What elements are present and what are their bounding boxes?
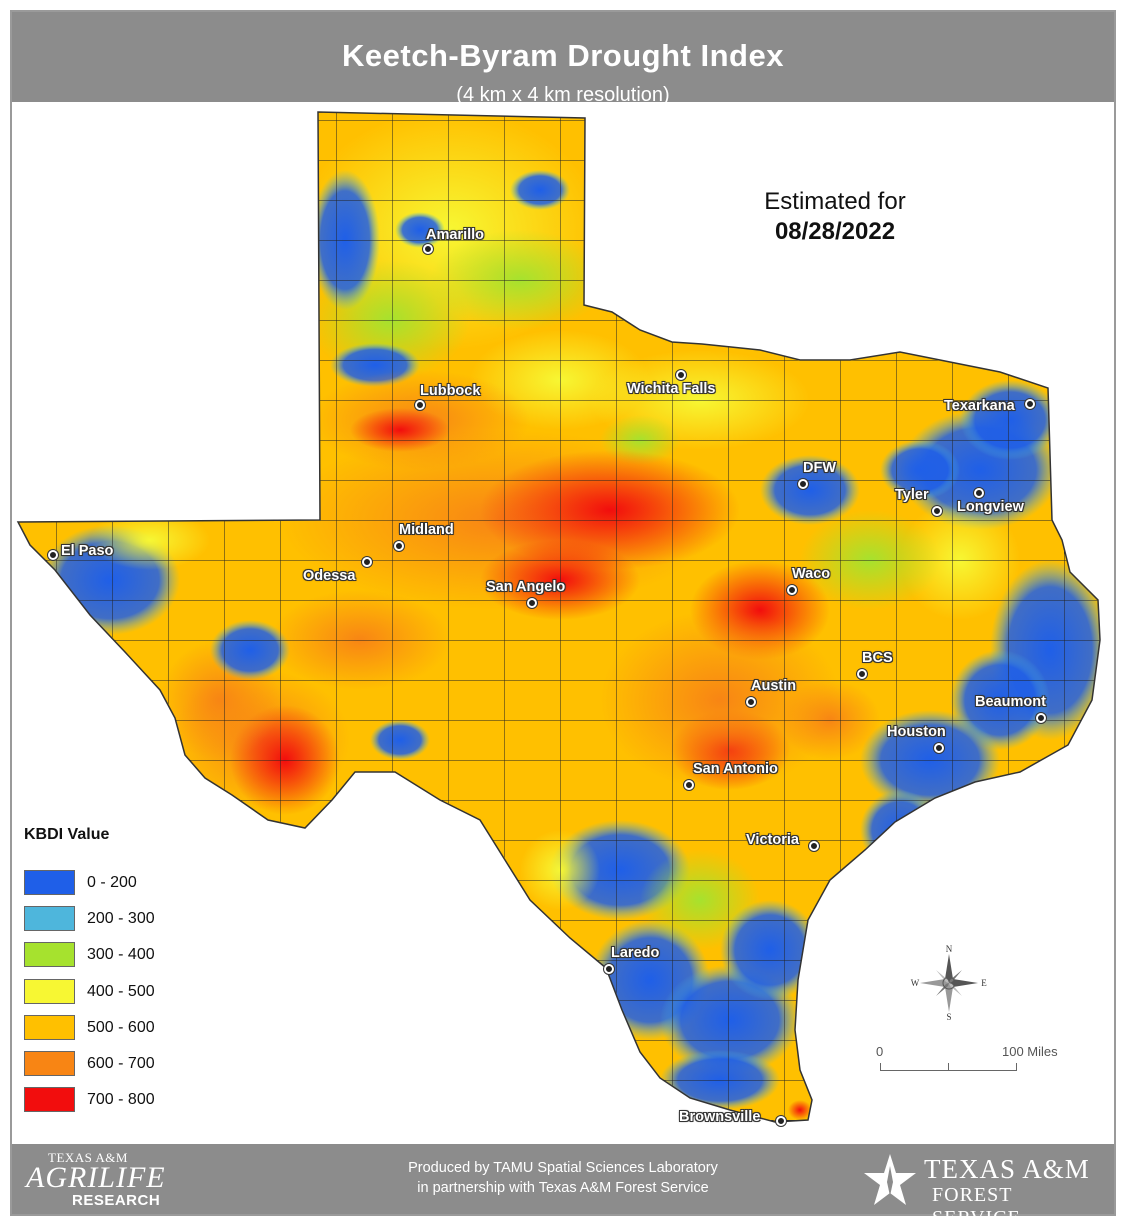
city-label: Tyler — [895, 487, 929, 503]
star-icon — [864, 1154, 916, 1205]
city-marker — [974, 488, 984, 498]
credit-line-1: Produced by TAMU Spatial Sciences Labora… — [408, 1160, 718, 1176]
city-label: Beaumont — [975, 694, 1046, 710]
compass-e: E — [981, 978, 987, 988]
credit-line-2: in partnership with Texas A&M Forest Ser… — [417, 1180, 709, 1196]
city-label: Texarkana — [944, 398, 1015, 414]
city-marker — [684, 780, 694, 790]
city-label: Waco — [792, 566, 831, 582]
city-marker — [746, 697, 756, 707]
legend-item: 500 - 600 — [24, 1015, 224, 1043]
legend-swatch — [24, 1087, 75, 1112]
forest-logo-bottom: FOREST SERVICE — [932, 1184, 1021, 1229]
legend-item: 400 - 500 — [24, 979, 224, 1007]
city-marker — [776, 1116, 786, 1126]
legend-swatch — [24, 942, 75, 967]
legend-label: 500 - 600 — [87, 1019, 155, 1036]
city-marker — [604, 964, 614, 974]
legend-item: 0 - 200 — [24, 870, 224, 898]
city-label: Wichita Falls — [627, 381, 716, 397]
city-label: Laredo — [611, 945, 660, 961]
city-marker — [1025, 399, 1035, 409]
legend-label: 0 - 200 — [87, 874, 137, 891]
compass-w: W — [911, 978, 920, 988]
city-marker — [415, 400, 425, 410]
compass-rose-icon: N S E W — [911, 944, 988, 1022]
city-marker — [362, 557, 372, 567]
city-marker — [932, 506, 942, 516]
city-label: Victoria — [746, 832, 799, 848]
city-marker — [423, 244, 433, 254]
city-marker — [676, 370, 686, 380]
legend-label: 200 - 300 — [87, 910, 155, 927]
city-marker — [1036, 713, 1046, 723]
city-marker — [934, 743, 944, 753]
scale-end: 100 Miles — [1002, 1044, 1058, 1059]
legend-label: 700 - 800 — [87, 1091, 155, 1108]
agrilife-research-logo: TEXAS A&M AGRILIFE RESEARCH — [26, 1148, 176, 1210]
legend-item: 600 - 700 — [24, 1051, 224, 1079]
compass-s: S — [946, 1012, 951, 1022]
scale-start: 0 — [876, 1044, 884, 1059]
legend-item: 300 - 400 — [24, 942, 224, 970]
city-label: San Angelo — [486, 579, 566, 595]
legend-swatch — [24, 906, 75, 931]
city-marker — [48, 550, 58, 560]
city-marker — [787, 585, 797, 595]
city-label: San Antonio — [693, 761, 778, 777]
city-label: DFW — [803, 460, 837, 476]
compass-n: N — [946, 944, 953, 954]
scale-bar: 0 100 Miles — [870, 1042, 1080, 1082]
estimate-label: Estimated for 08/28/2022 — [730, 188, 940, 246]
city-label: El Paso — [61, 543, 114, 559]
legend-label: 400 - 500 — [87, 983, 155, 1000]
city-marker — [527, 598, 537, 608]
legend-label: 300 - 400 — [87, 946, 155, 963]
legend-label: 600 - 700 — [87, 1055, 155, 1072]
forest-service-logo: TEXAS A&M FOREST SERVICE — [862, 1150, 1102, 1229]
legend: KBDI Value 0 - 200 200 - 300 300 - 400 4… — [24, 826, 155, 1112]
legend-swatch — [24, 1051, 75, 1076]
city-label: BCS — [862, 650, 893, 666]
production-credit: Produced by TAMU Spatial Sciences Labora… — [12, 1158, 1114, 1198]
agrilife-logo-top: TEXAS A&M — [48, 1150, 128, 1165]
agrilife-logo-bottom: RESEARCH — [72, 1192, 161, 1209]
map-title: Keetch-Byram Drought Index — [342, 38, 784, 73]
legend-swatch — [24, 1015, 75, 1040]
forest-logo-top: TEXAS A&M — [924, 1154, 1090, 1184]
city-marker — [798, 479, 808, 489]
city-marker — [394, 541, 404, 551]
agrilife-logo-main: AGRILIFE — [26, 1161, 166, 1194]
city-label: Midland — [399, 522, 454, 538]
legend-item: 200 - 300 — [24, 906, 224, 934]
city-label: Austin — [751, 678, 797, 694]
city-marker — [809, 841, 819, 851]
city-label: Longview — [957, 499, 1024, 515]
map-subtitle: (4 km x 4 km resolution) — [456, 84, 670, 106]
legend-title: KBDI Value — [24, 826, 110, 843]
estimate-date: 08/28/2022 — [774, 218, 896, 245]
title-banner: Keetch-Byram Drought Index (4 km x 4 km … — [12, 12, 1114, 106]
city-label: Brownsville — [679, 1109, 761, 1125]
city-label: Amarillo — [426, 227, 485, 243]
city-marker — [857, 669, 867, 679]
estimate-caption: Estimated for — [764, 188, 906, 215]
legend-swatch — [24, 979, 75, 1004]
footer-banner: TEXAS A&M AGRILIFE RESEARCH Produced by … — [12, 1144, 1114, 1229]
city-label: Lubbock — [420, 383, 481, 399]
city-label: Odessa — [303, 568, 356, 584]
city-label: Houston — [887, 724, 946, 740]
legend-item: 700 - 800 — [24, 1087, 224, 1115]
legend-swatch — [24, 870, 75, 895]
